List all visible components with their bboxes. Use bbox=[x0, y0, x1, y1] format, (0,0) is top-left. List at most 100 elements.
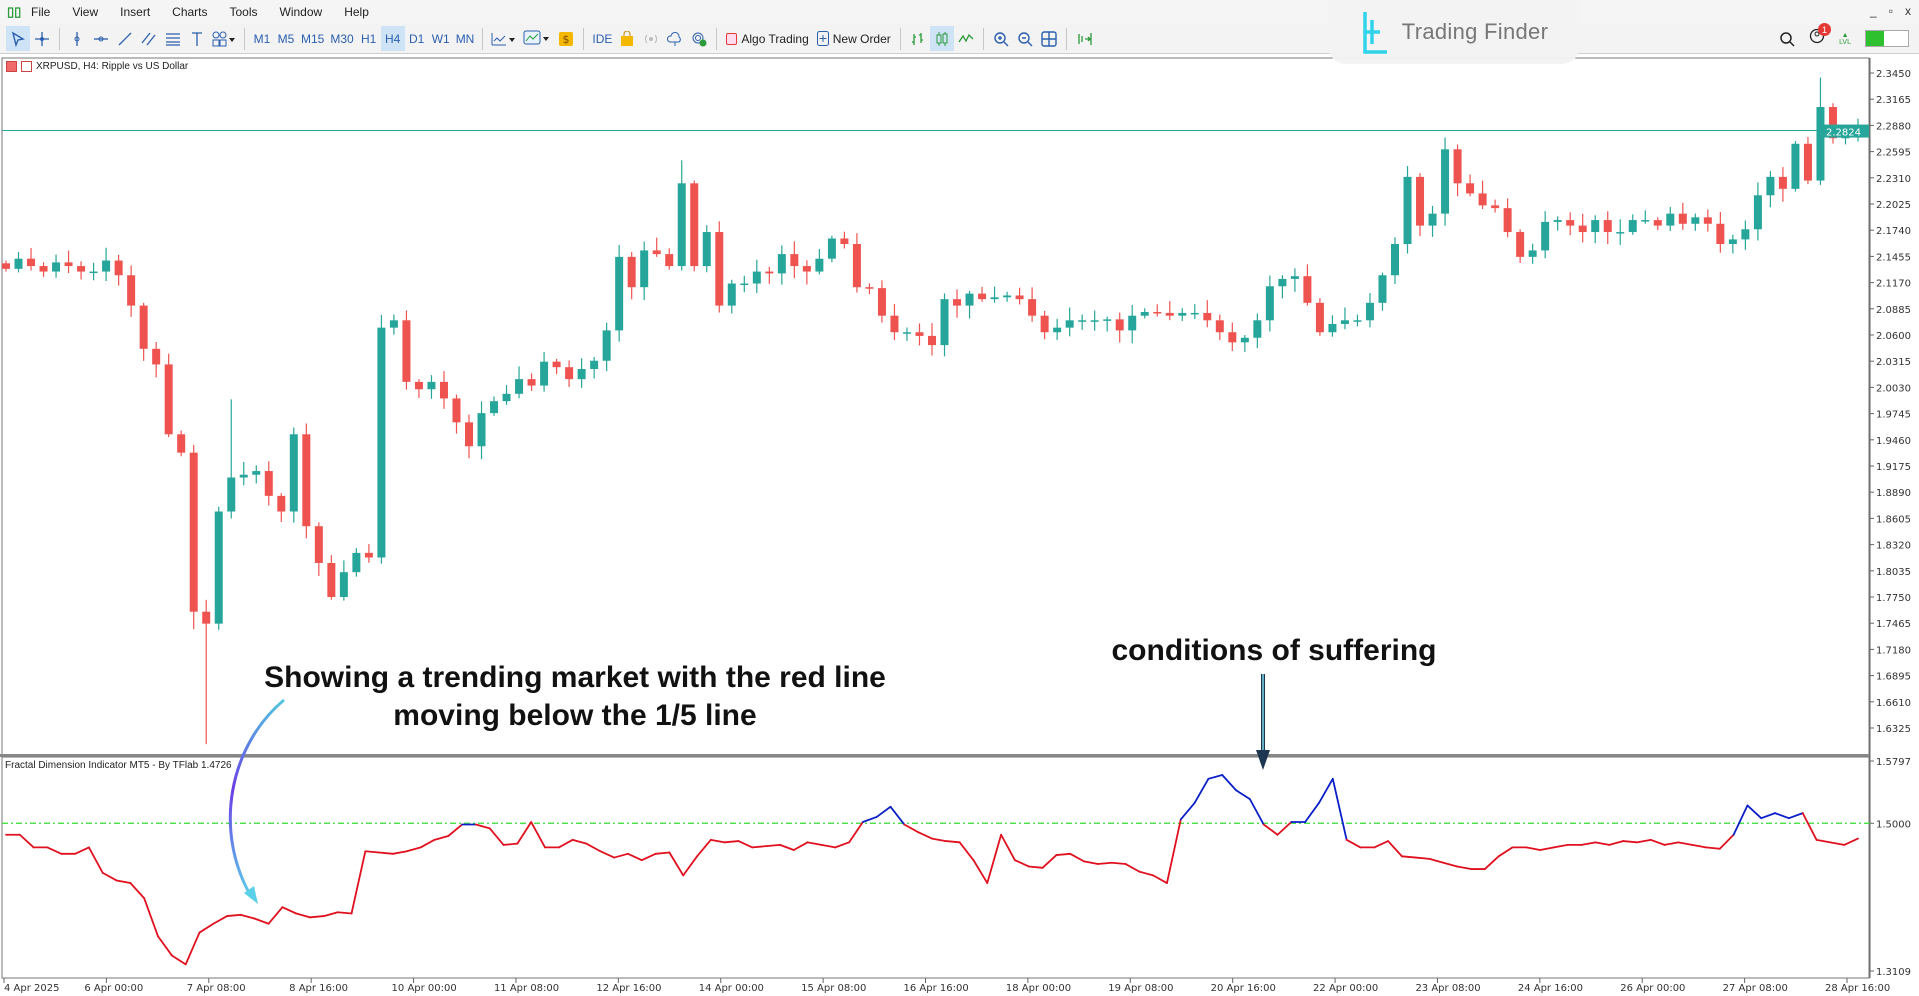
indicator-segment bbox=[557, 838, 574, 849]
indicators-button[interactable] bbox=[520, 26, 554, 51]
close-button[interactable]: x bbox=[1905, 4, 1911, 18]
candle-body bbox=[1791, 143, 1800, 189]
line-chart-button[interactable] bbox=[954, 26, 978, 51]
candle bbox=[64, 250, 73, 274]
minimize-button[interactable]: _ bbox=[1870, 4, 1877, 18]
menu-charts[interactable]: Charts bbox=[172, 5, 208, 19]
candle bbox=[665, 248, 674, 270]
timeframe-h4[interactable]: H4 bbox=[380, 26, 405, 51]
price-tick-label: 1.7180 bbox=[1876, 645, 1911, 656]
crosshair-tool-button[interactable] bbox=[30, 26, 54, 51]
line-chart-icon bbox=[491, 32, 516, 45]
lvl-button[interactable]: ▲ LVL bbox=[1839, 32, 1851, 46]
candle-body bbox=[77, 266, 86, 272]
market-bag-button[interactable] bbox=[615, 26, 639, 51]
notifications-button[interactable]: 1 bbox=[1809, 23, 1832, 49]
candle-body bbox=[1591, 220, 1600, 233]
horizontal-line-button[interactable] bbox=[89, 26, 113, 51]
candle-body bbox=[1015, 295, 1024, 300]
timeframe-m1[interactable]: M1 bbox=[253, 31, 271, 46]
new-order-icon bbox=[816, 31, 829, 46]
candle-body bbox=[577, 369, 586, 380]
zoom-out-button[interactable] bbox=[1013, 26, 1037, 51]
timeframe-m30[interactable]: M30 bbox=[330, 31, 354, 46]
channel-button[interactable] bbox=[137, 26, 161, 51]
menu-view[interactable]: View bbox=[72, 5, 99, 19]
chart-shift-button[interactable] bbox=[1072, 26, 1096, 51]
shapes-button[interactable] bbox=[209, 26, 239, 51]
indicator-segment bbox=[1014, 859, 1030, 868]
indicator-segment bbox=[364, 850, 381, 854]
indicator-segment bbox=[1705, 846, 1721, 850]
candle bbox=[827, 235, 836, 263]
restore-button[interactable]: ▫ bbox=[1888, 4, 1893, 18]
candle bbox=[189, 444, 198, 630]
signals-button[interactable] bbox=[639, 26, 663, 51]
fibonacci-button[interactable] bbox=[161, 26, 185, 51]
app-logo-icon: ▯▯ bbox=[7, 4, 22, 19]
timeframe-mn[interactable]: MN bbox=[455, 31, 475, 46]
indicator-segment bbox=[350, 850, 367, 915]
connection-status-toggle[interactable] bbox=[1865, 30, 1909, 47]
cursor-tool-button[interactable] bbox=[6, 26, 30, 51]
new-order-button[interactable]: New Order bbox=[813, 26, 895, 51]
timeframe-h1[interactable]: H1 bbox=[361, 31, 377, 46]
candle bbox=[102, 247, 111, 282]
candle bbox=[1265, 275, 1274, 332]
vertical-line-button[interactable] bbox=[65, 26, 89, 51]
vps-button[interactable] bbox=[663, 26, 687, 51]
zoom-in-button[interactable] bbox=[989, 26, 1013, 51]
algo-trading-button[interactable]: Algo Trading bbox=[722, 26, 812, 51]
price-tick-label: 1.6895 bbox=[1876, 672, 1911, 683]
timeframe-w1[interactable]: W1 bbox=[431, 31, 450, 46]
indicator-segment bbox=[1829, 841, 1846, 846]
tile-windows-button[interactable] bbox=[1037, 26, 1061, 51]
candle-body bbox=[752, 271, 761, 284]
candle bbox=[452, 394, 461, 434]
candle-body bbox=[1215, 320, 1224, 333]
candle bbox=[77, 261, 86, 280]
market-button[interactable]: $ bbox=[554, 26, 578, 51]
indicator-segment bbox=[1801, 812, 1818, 841]
price-tick-label: 1.7465 bbox=[1876, 619, 1911, 630]
text-tool-button[interactable] bbox=[185, 26, 209, 51]
candlestick-chart-button[interactable] bbox=[929, 26, 954, 51]
candle-body bbox=[1290, 276, 1299, 279]
candle bbox=[1803, 137, 1812, 185]
chart-type-button[interactable] bbox=[488, 26, 520, 51]
candle bbox=[327, 555, 336, 600]
chart-symbol-title: XRPUSD, H4: Ripple vs US Dollar bbox=[36, 61, 189, 72]
ide-button[interactable]: IDE bbox=[592, 31, 613, 46]
current-price-label: 2.2824 bbox=[1826, 128, 1861, 139]
timeframe-d1[interactable]: D1 bbox=[409, 31, 425, 46]
search-icon[interactable] bbox=[1779, 31, 1795, 47]
candle-body bbox=[1090, 320, 1099, 322]
indicator-segment bbox=[627, 852, 643, 862]
candle bbox=[239, 461, 248, 486]
candle bbox=[1653, 217, 1662, 231]
menu-window[interactable]: Window bbox=[279, 5, 323, 19]
menu-help[interactable]: Help bbox=[344, 5, 369, 19]
pane-separator[interactable] bbox=[0, 754, 1870, 757]
time-tick-label: 14 Apr 00:00 bbox=[699, 983, 764, 994]
candle bbox=[252, 465, 261, 484]
bar-chart-button[interactable] bbox=[906, 26, 930, 51]
indicator-segment bbox=[931, 837, 947, 842]
indicator-segment bbox=[737, 840, 754, 849]
candle-body bbox=[477, 413, 486, 447]
trendline-button[interactable] bbox=[113, 26, 137, 51]
candle-body bbox=[239, 474, 248, 478]
indicator-segment bbox=[475, 823, 491, 830]
trend-annotation-line-2: moving below the 1/5 line bbox=[393, 699, 757, 732]
candle-body bbox=[490, 401, 499, 414]
candle bbox=[677, 160, 686, 271]
copy-trading-button[interactable] bbox=[687, 26, 711, 51]
menu-tools[interactable]: Tools bbox=[229, 5, 258, 19]
candle-body bbox=[1078, 320, 1087, 322]
timeframe-m15[interactable]: M15 bbox=[301, 31, 325, 46]
menu-insert[interactable]: Insert bbox=[120, 5, 151, 19]
timeframe-m5[interactable]: M5 bbox=[277, 31, 295, 46]
menu-file[interactable]: File bbox=[31, 5, 51, 19]
candle bbox=[1541, 211, 1550, 259]
